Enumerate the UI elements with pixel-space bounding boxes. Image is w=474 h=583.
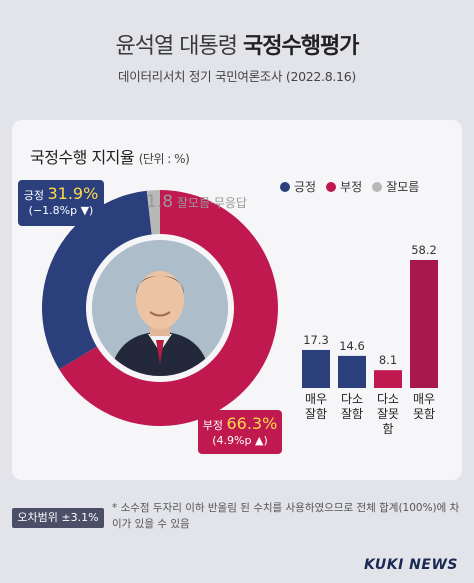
header: 윤석열 대통령 국정수행평가 데이터리서치 정기 국민여론조사 (2022.8.… <box>0 0 474 118</box>
legend-item-negative: 부정 <box>326 178 362 195</box>
title-bold: 국정수행평가 <box>242 34 359 59</box>
legend-label-dontknow: 잘모름 <box>386 180 420 194</box>
bar-category-label-2: 다소 잘못함 <box>376 392 400 436</box>
donut-svg <box>42 190 278 426</box>
legend-item-dontknow: 잘모름 <box>372 178 419 195</box>
bar-value-label-0: 17.3 <box>303 332 329 347</box>
unit-label: (단위 : %) <box>138 152 190 166</box>
card-title-text: 국정수행 지지율 <box>30 148 135 167</box>
bar-3 <box>410 260 438 388</box>
president-photo <box>92 240 228 376</box>
legend: 긍정 부정 잘모름 <box>280 178 419 195</box>
slice-dontknow <box>146 190 160 235</box>
bar-2 <box>374 370 402 388</box>
positive-callout-change: (−1.8%p ▼) <box>28 204 94 217</box>
positive-callout-value: 31.9% <box>47 184 99 203</box>
legend-dot-negative <box>326 181 337 192</box>
bar-value-label-2: 8.1 <box>378 353 398 368</box>
donut-chart <box>40 188 280 428</box>
negative-callout-change: (4.9%p ▲) <box>212 434 268 447</box>
dontknow-value: 1.8 <box>146 192 174 212</box>
bar-chart-svg <box>302 260 438 388</box>
card-title: 국정수행 지지율 (단위 : %) <box>30 144 190 168</box>
slice-negative <box>59 190 278 426</box>
positive-callout: 긍정 31.9% (−1.8%p ▼) <box>18 180 104 226</box>
brand-logo: KUKI NEWS <box>364 557 458 573</box>
positive-callout-line1: 긍정 31.9% <box>18 184 104 203</box>
legend-label-positive: 긍정 <box>294 180 317 194</box>
dontknow-label: 잘모름·무응답 <box>176 196 247 210</box>
legend-label-negative: 부정 <box>340 180 363 194</box>
footnote: * 소수점 두자리 이하 반올림 된 수치를 사용하였으므로 전체 합계(100… <box>112 502 460 530</box>
slice-positive <box>42 190 152 370</box>
legend-item-positive: 긍정 <box>280 178 316 195</box>
legend-dot-dontknow <box>372 181 383 192</box>
bar-category-label-0: 매우 잘함 <box>304 392 328 421</box>
bar-category-label-1: 다소 잘함 <box>340 392 364 421</box>
positive-callout-label: 긍정 <box>23 189 44 202</box>
portrait-illustration <box>92 240 228 376</box>
negative-callout: 부정 66.3% (4.9%p ▲) <box>198 410 282 454</box>
bar-value-label-3: 58.2 <box>411 243 437 257</box>
margin-of-error-badge: 오차범위 ±3.1% <box>12 508 104 528</box>
legend-dot-positive <box>280 181 290 192</box>
negative-callout-line1: 부정 66.3% <box>198 414 282 433</box>
bar-value-label-1: 14.6 <box>339 338 365 353</box>
negative-callout-value: 66.3% <box>226 414 278 433</box>
dontknow-callout: 1.8 잘모름·무응답 <box>146 192 247 212</box>
negative-callout-label: 부정 <box>202 419 223 432</box>
bar-category-label-3: 매우 못함 <box>412 392 436 421</box>
page-subtitle: 데이터리서치 정기 국민여론조사 (2022.8.16) <box>118 69 356 84</box>
bar-chart: 17.3 매우 잘함 14.6 다소 잘함 8.1 다소 잘못함 58.2 매우 못함 <box>298 230 448 436</box>
bar-1 <box>338 355 366 388</box>
title-light: 윤석열 대통령 <box>115 34 238 59</box>
page-title: 윤석열 대통령 국정수행평가 <box>0 28 474 60</box>
bar-0 <box>302 349 330 388</box>
